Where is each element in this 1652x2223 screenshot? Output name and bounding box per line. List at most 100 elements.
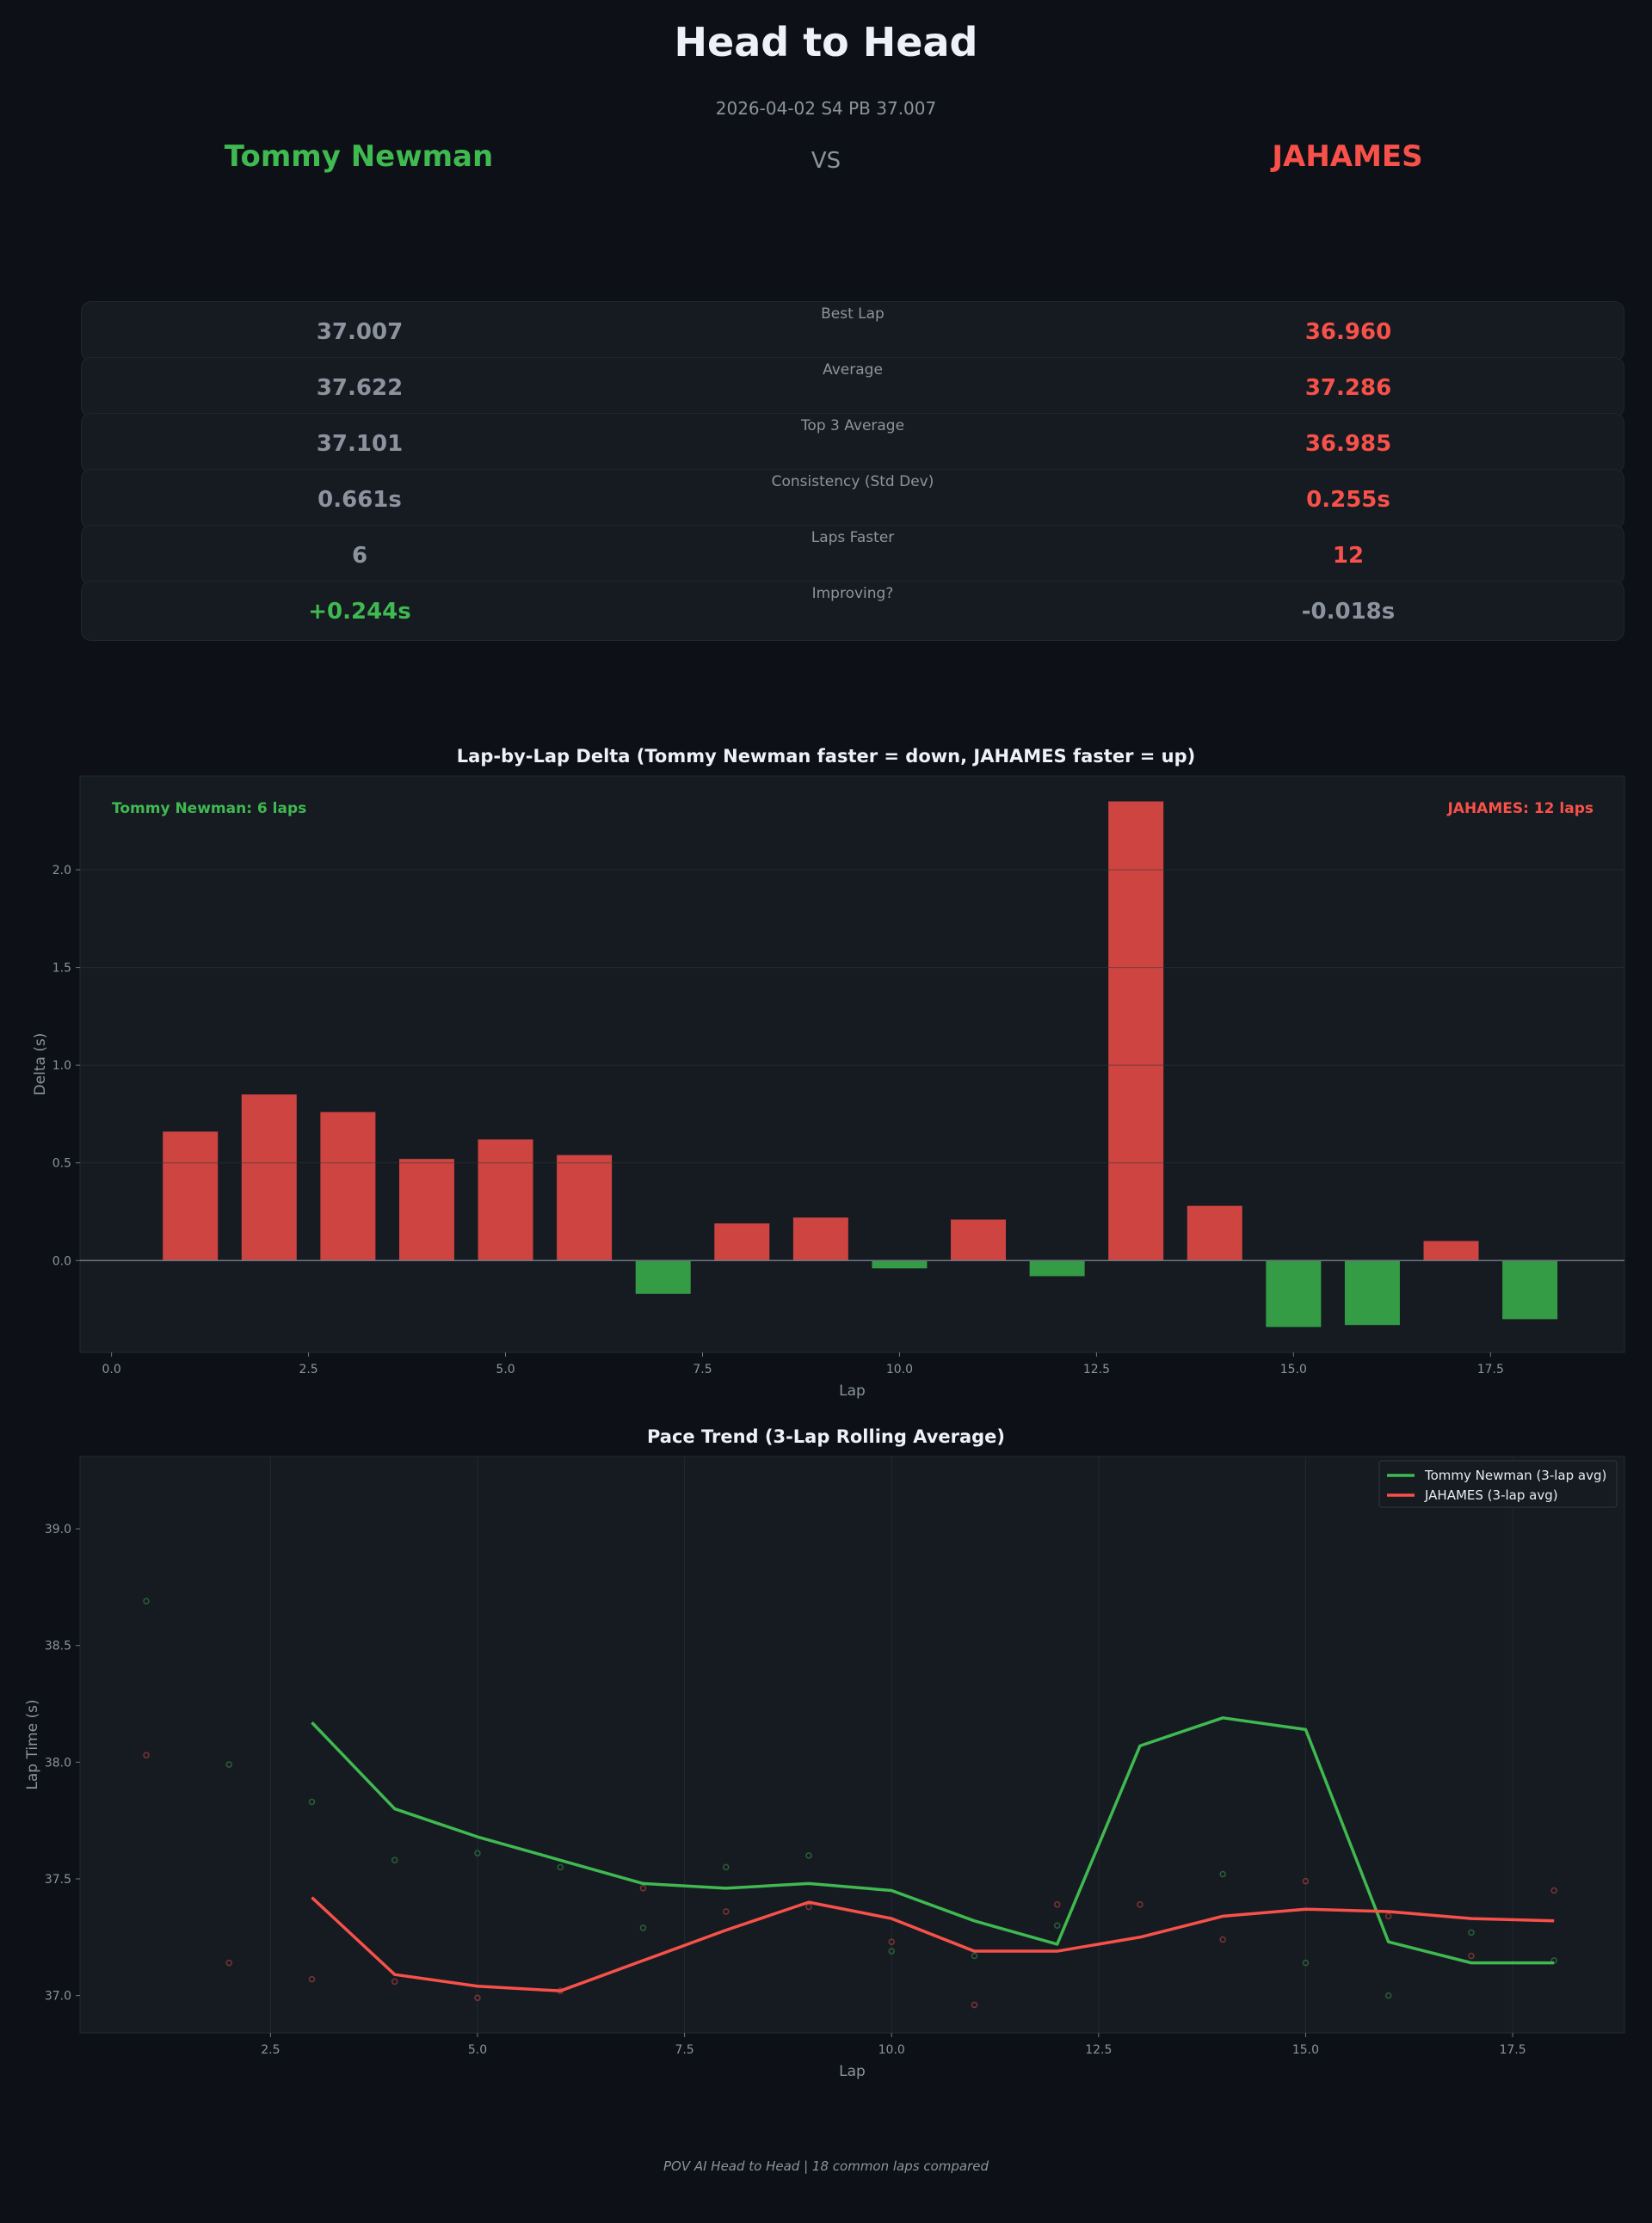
raw-lap-point (143, 1598, 150, 1604)
x-tick-label: 15.0 (1292, 2043, 1319, 2057)
raw-lap-point (1302, 1959, 1310, 1967)
raw-lap-point (805, 1852, 812, 1859)
stat-left-value: 37.622 (316, 375, 404, 401)
raw-lap-point (1302, 1877, 1310, 1885)
delta-bar (1029, 1260, 1085, 1277)
raw-lap-point (1550, 1887, 1557, 1894)
delta-bar (163, 1131, 219, 1261)
raw-lap-point (143, 1752, 150, 1758)
x-tick-label: 5.0 (468, 2043, 487, 2057)
stat-label: Laps Faster (811, 529, 895, 546)
stat-label: Top 3 Average (800, 417, 905, 434)
x-tick-label: 12.5 (1083, 1363, 1110, 1376)
delta-bar (1344, 1260, 1400, 1326)
x-tick-label: 2.5 (299, 1363, 317, 1376)
raw-lap-point (1384, 1992, 1392, 1999)
y-tick-label: 38.0 (45, 1756, 71, 1770)
stat-row-average: Average 37.622 37.286 (81, 357, 1624, 417)
delta-bar (398, 1159, 454, 1261)
plot-area (79, 1456, 1625, 2034)
x-tick-label: 17.5 (1499, 2043, 1526, 2057)
footer-note: POV AI Head to Head | 18 common laps com… (663, 2158, 989, 2174)
raw-lap-point (639, 1885, 647, 1892)
vs-label: VS (811, 148, 841, 174)
stat-right-value: -0.018s (1301, 599, 1396, 625)
x-axis-label: Lap (839, 2063, 866, 2080)
y-tick-label: 2.0 (52, 864, 71, 878)
delta-bar (872, 1260, 928, 1269)
raw-lap-point (971, 1952, 978, 1960)
raw-lap-point (1219, 1936, 1226, 1943)
stat-row-top3-average: Top 3 Average 37.101 36.985 (81, 413, 1624, 473)
y-tick-label: 1.5 (52, 962, 71, 976)
y-tick-label: 37.5 (45, 1873, 71, 1887)
delta-bar (1502, 1260, 1558, 1320)
left-driver-name: Tommy Newman (224, 139, 494, 174)
delta-bar (951, 1219, 1007, 1261)
delta-bar (241, 1094, 297, 1261)
raw-lap-point (225, 1761, 232, 1768)
x-tick-label: 10.0 (886, 1363, 913, 1376)
y-tick-label: 0.5 (52, 1157, 71, 1171)
delta-bar (714, 1223, 770, 1261)
series-line (311, 1896, 1555, 1992)
raw-lap-point (1053, 1922, 1061, 1929)
raw-lap-point (805, 1903, 812, 1911)
y-tick-label: 39.0 (45, 1523, 71, 1536)
y-tick-label: 1.0 (52, 1059, 71, 1073)
x-tick-label: 7.5 (693, 1363, 712, 1376)
stat-label: Consistency (Std Dev) (771, 473, 934, 490)
delta-bar (1108, 801, 1164, 1261)
stat-row-improving: Improving? +0.244s -0.018s (81, 581, 1624, 641)
raw-lap-point (308, 1975, 316, 1983)
x-tick-label: 10.0 (878, 2043, 905, 2057)
raw-lap-point (391, 1857, 398, 1864)
y-axis-label: Delta (s) (32, 1033, 49, 1096)
legend-box (1378, 1460, 1618, 1508)
raw-lap-point (1468, 1929, 1475, 1937)
raw-lap-point (971, 2001, 978, 2009)
raw-lap-point (1219, 1870, 1226, 1878)
stat-left-value: 37.007 (316, 319, 404, 345)
raw-lap-point (308, 1798, 316, 1806)
x-tick-label: 0.0 (102, 1363, 120, 1376)
raw-lap-point (639, 1924, 647, 1931)
raw-lap-point (225, 1959, 232, 1967)
x-tick-label: 12.5 (1085, 2043, 1112, 2057)
right-driver-name: JAHAMES (1272, 139, 1423, 174)
x-tick-label: 7.5 (675, 2043, 693, 2057)
delta-bar (1266, 1260, 1322, 1327)
x-axis-label: Lap (839, 1382, 866, 1400)
delta-chart-title: Lap-by-Lap Delta (Tommy Newman faster = … (456, 746, 1196, 767)
raw-lap-point (1137, 1901, 1143, 1908)
stat-row-best-lap: Best Lap 37.007 36.960 (81, 301, 1624, 361)
stat-label: Improving? (811, 585, 894, 602)
raw-lap-point (391, 1978, 398, 1986)
stat-right-value: 36.985 (1304, 431, 1392, 457)
raw-lap-point (888, 1938, 895, 1945)
pace-chart-title: Pace Trend (3-Lap Rolling Average) (646, 1426, 1006, 1447)
y-tick-label: 38.5 (45, 1640, 71, 1653)
raw-lap-point (1384, 1912, 1392, 1920)
raw-lap-point (1053, 1901, 1061, 1908)
x-tick-label: 17.5 (1477, 1363, 1504, 1376)
stat-left-value: 6 (351, 543, 368, 569)
left-count-annotation: Tommy Newman: 6 laps (112, 800, 306, 817)
delta-bar (478, 1139, 533, 1261)
y-tick-label: 0.0 (52, 1254, 71, 1268)
stat-row-consistency: Consistency (Std Dev) 0.661s 0.255s (81, 469, 1624, 529)
y-tick-label: 37.0 (45, 1990, 71, 2004)
page-title: Head to Head (674, 19, 978, 65)
raw-lap-point (474, 1994, 481, 2002)
delta-bar (557, 1155, 613, 1261)
raw-lap-point (722, 1863, 730, 1871)
legend-label: Tommy Newman (3-lap avg) (1424, 1468, 1606, 1483)
stat-row-laps-faster: Laps Faster 6 12 (81, 525, 1624, 585)
raw-lap-point (888, 1948, 895, 1955)
series-line (311, 1716, 1555, 1965)
y-axis-label: Lap Time (s) (24, 1699, 41, 1789)
raw-lap-point (722, 1908, 730, 1915)
stat-right-value: 12 (1332, 543, 1365, 569)
delta-bar (1423, 1241, 1479, 1261)
stat-label: Best Lap (821, 305, 885, 323)
